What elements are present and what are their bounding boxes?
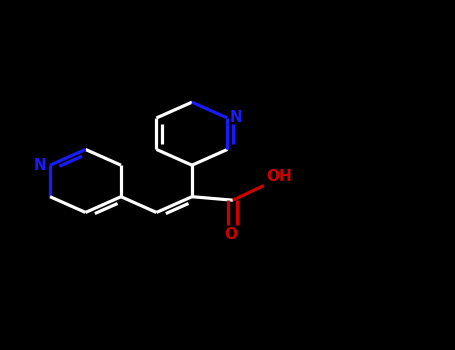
Text: OH: OH (266, 169, 292, 184)
Text: N: N (230, 111, 243, 125)
Text: O: O (224, 227, 237, 242)
Text: N: N (34, 158, 46, 173)
